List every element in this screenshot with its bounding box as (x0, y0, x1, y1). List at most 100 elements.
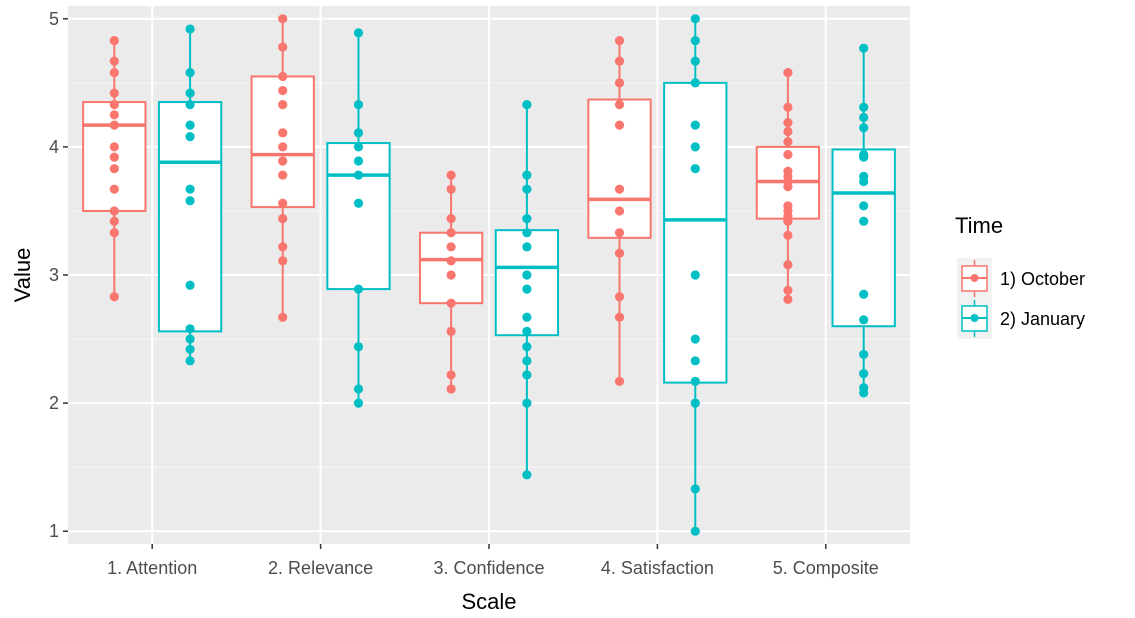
data-point (185, 132, 195, 142)
data-point (185, 334, 195, 344)
x-tick-label: 5. Composite (773, 558, 879, 578)
data-point (446, 326, 456, 336)
data-point (690, 376, 700, 386)
legend-key-point (970, 314, 979, 322)
data-point (109, 228, 119, 238)
data-point (446, 184, 456, 194)
data-point (278, 71, 288, 82)
x-axis: 1. Attention 2. Relevance 3. Confidence 4. … (107, 544, 879, 578)
data-point (109, 152, 119, 162)
box-2-2 (326, 32, 391, 404)
data-point (783, 182, 793, 192)
data-point (109, 100, 119, 110)
x-axis-title: Scale (461, 589, 516, 614)
data-point (185, 88, 195, 98)
data-point (690, 484, 700, 494)
data-point (278, 14, 288, 24)
data-point (859, 349, 869, 360)
data-point (690, 56, 700, 66)
legend-title: Time (955, 213, 1003, 238)
x-tick-label: 4. Satisfaction (601, 558, 714, 578)
data-point (522, 184, 532, 194)
data-point (185, 24, 195, 34)
data-point (278, 198, 288, 208)
data-point (690, 334, 700, 344)
box-body (326, 142, 391, 291)
data-point (614, 120, 625, 130)
points-layer (109, 14, 869, 536)
data-point (783, 102, 793, 112)
data-point (522, 228, 532, 238)
data-point (185, 344, 195, 354)
data-point (783, 216, 793, 226)
data-point (522, 356, 532, 366)
data-point (185, 184, 195, 194)
data-point (522, 312, 532, 322)
legend-label: 2) January (1000, 309, 1085, 329)
data-point (859, 176, 869, 187)
data-point (614, 100, 625, 110)
data-point (614, 56, 625, 66)
data-point (614, 312, 625, 322)
data-point (522, 170, 532, 180)
data-point (614, 292, 625, 302)
data-point (278, 170, 288, 180)
data-point (522, 342, 532, 352)
data-point (522, 370, 532, 380)
legend-label: 1) October (1000, 269, 1085, 289)
data-point (109, 216, 119, 226)
data-point (690, 120, 700, 130)
data-point (690, 35, 700, 46)
data-point (278, 256, 288, 266)
box-body (250, 75, 315, 209)
data-point (859, 315, 869, 325)
data-point (353, 384, 364, 394)
data-point (109, 142, 119, 152)
data-point (859, 369, 869, 379)
data-point (278, 142, 288, 152)
data-point (353, 284, 364, 294)
data-point (109, 164, 119, 174)
y-tick-label: 4 (49, 137, 59, 157)
data-point (859, 201, 869, 211)
data-point (522, 100, 532, 110)
data-point (690, 270, 700, 280)
data-point (859, 112, 869, 123)
y-axis: 1 2 3 4 5 (49, 9, 68, 541)
data-point (185, 324, 195, 334)
data-point (522, 284, 532, 294)
data-point (353, 156, 364, 166)
data-point (353, 198, 364, 208)
data-point (353, 28, 364, 38)
data-point (783, 260, 793, 270)
data-point (614, 206, 625, 216)
data-point (783, 137, 793, 147)
data-point (109, 88, 119, 98)
legend-item-1: 1) October (957, 258, 1085, 299)
data-point (783, 294, 793, 304)
data-point (859, 43, 869, 53)
data-point (278, 214, 288, 224)
data-point (109, 68, 119, 78)
data-point (614, 228, 625, 238)
data-point (185, 120, 195, 130)
data-point (185, 100, 195, 110)
data-point (690, 142, 700, 152)
data-point (859, 289, 869, 299)
data-point (522, 214, 532, 224)
box-body (663, 81, 728, 384)
data-point (859, 152, 869, 162)
data-point (446, 384, 456, 394)
data-point (614, 35, 625, 46)
data-point (185, 356, 195, 366)
data-point (109, 35, 119, 46)
data-point (446, 228, 456, 238)
data-point (446, 270, 456, 280)
data-point (859, 216, 869, 226)
data-point (859, 123, 869, 133)
data-point (522, 270, 532, 280)
legend-item-2: 2) January (957, 298, 1085, 339)
x-tick-label: 1. Attention (107, 558, 197, 578)
data-point (690, 526, 700, 536)
